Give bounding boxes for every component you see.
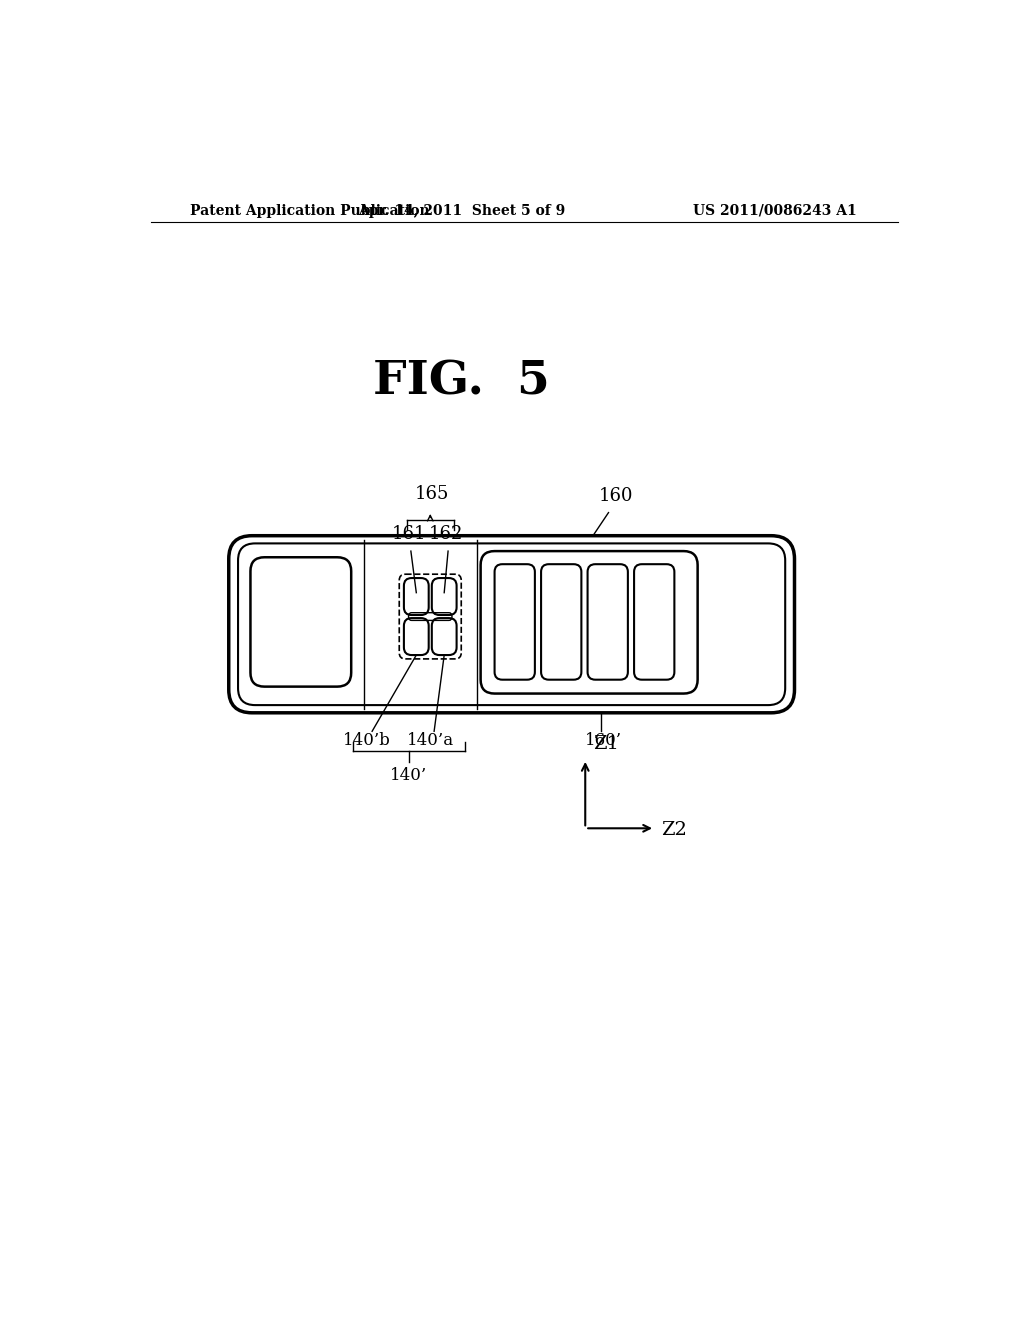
Text: FIG.  5: FIG. 5 <box>373 359 550 405</box>
Text: Apr. 14, 2011  Sheet 5 of 9: Apr. 14, 2011 Sheet 5 of 9 <box>357 203 565 218</box>
Text: 165: 165 <box>415 486 449 503</box>
Text: 161: 161 <box>391 525 426 544</box>
Text: Z2: Z2 <box>662 821 687 838</box>
Text: 160: 160 <box>599 487 634 506</box>
Text: Z1: Z1 <box>593 735 618 752</box>
Text: US 2011/0086243 A1: US 2011/0086243 A1 <box>693 203 856 218</box>
Text: 140’: 140’ <box>390 767 428 784</box>
Text: 140’b: 140’b <box>343 733 390 748</box>
Text: 162: 162 <box>429 525 463 544</box>
Text: Patent Application Publication: Patent Application Publication <box>190 203 430 218</box>
Text: 160’: 160’ <box>586 733 623 748</box>
Text: 140’a: 140’a <box>407 733 454 748</box>
